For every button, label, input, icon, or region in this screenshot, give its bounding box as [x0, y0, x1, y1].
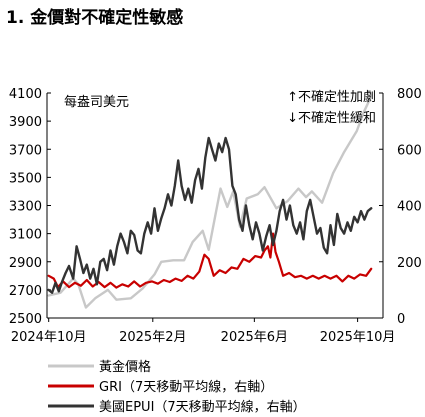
unit-label: 每盎司美元 — [64, 94, 129, 110]
legend-gri-label: GRI（7天移動平均線，右軸） — [99, 379, 273, 395]
x-tick-label: 2025年6月 — [221, 330, 288, 345]
legend-epui-label: 美國EPUI（7天移動平均線，右軸） — [99, 399, 306, 415]
y-left-tick-label: 2900 — [9, 256, 42, 271]
y-left-tick-label: 3700 — [9, 143, 42, 158]
y-right-tick-label: 0 — [397, 312, 405, 327]
epui-line — [47, 136, 373, 294]
y-left-tick-label: 2500 — [9, 312, 42, 327]
gri-line — [47, 232, 373, 289]
y-right-tick-label: 800 — [397, 87, 422, 102]
y-right-tick-label: 200 — [397, 256, 422, 271]
y-right-tick-label: 400 — [397, 200, 422, 215]
x-tick-label: 2024年10月 — [11, 330, 87, 345]
y-left-tick-label: 3100 — [9, 228, 42, 243]
y-left-tick-label: 3300 — [9, 200, 42, 215]
chart-title: 1. 金價對不確定性敏感 — [6, 7, 183, 28]
axes: 2500 2700 2900 3100 3300 3500 3700 3900 4100 0 200… — [9, 87, 422, 345]
gold-price-line — [47, 93, 373, 309]
series-layer — [47, 93, 373, 309]
legend-gold-price-label: 黃金價格 — [99, 359, 151, 375]
y-left-tick-label: 3500 — [9, 171, 42, 186]
x-tick-label: 2025年10月 — [320, 330, 396, 345]
legend: 黃金價格 GRI（7天移動平均線，右軸） 美國EPUI（7天移動平均線，右軸） — [48, 359, 306, 415]
x-tick-label: 2025年2月 — [119, 330, 186, 345]
y-left-tick-label: 3900 — [9, 115, 42, 130]
y-right-tick-label: 600 — [397, 143, 422, 158]
y-left-tick-label: 4100 — [9, 87, 42, 102]
y-left-tick-label: 2700 — [9, 284, 42, 299]
annotation-down: ↓不確定性緩和 — [287, 110, 376, 126]
annotation-up: ↑不確定性加劇 — [287, 89, 376, 105]
